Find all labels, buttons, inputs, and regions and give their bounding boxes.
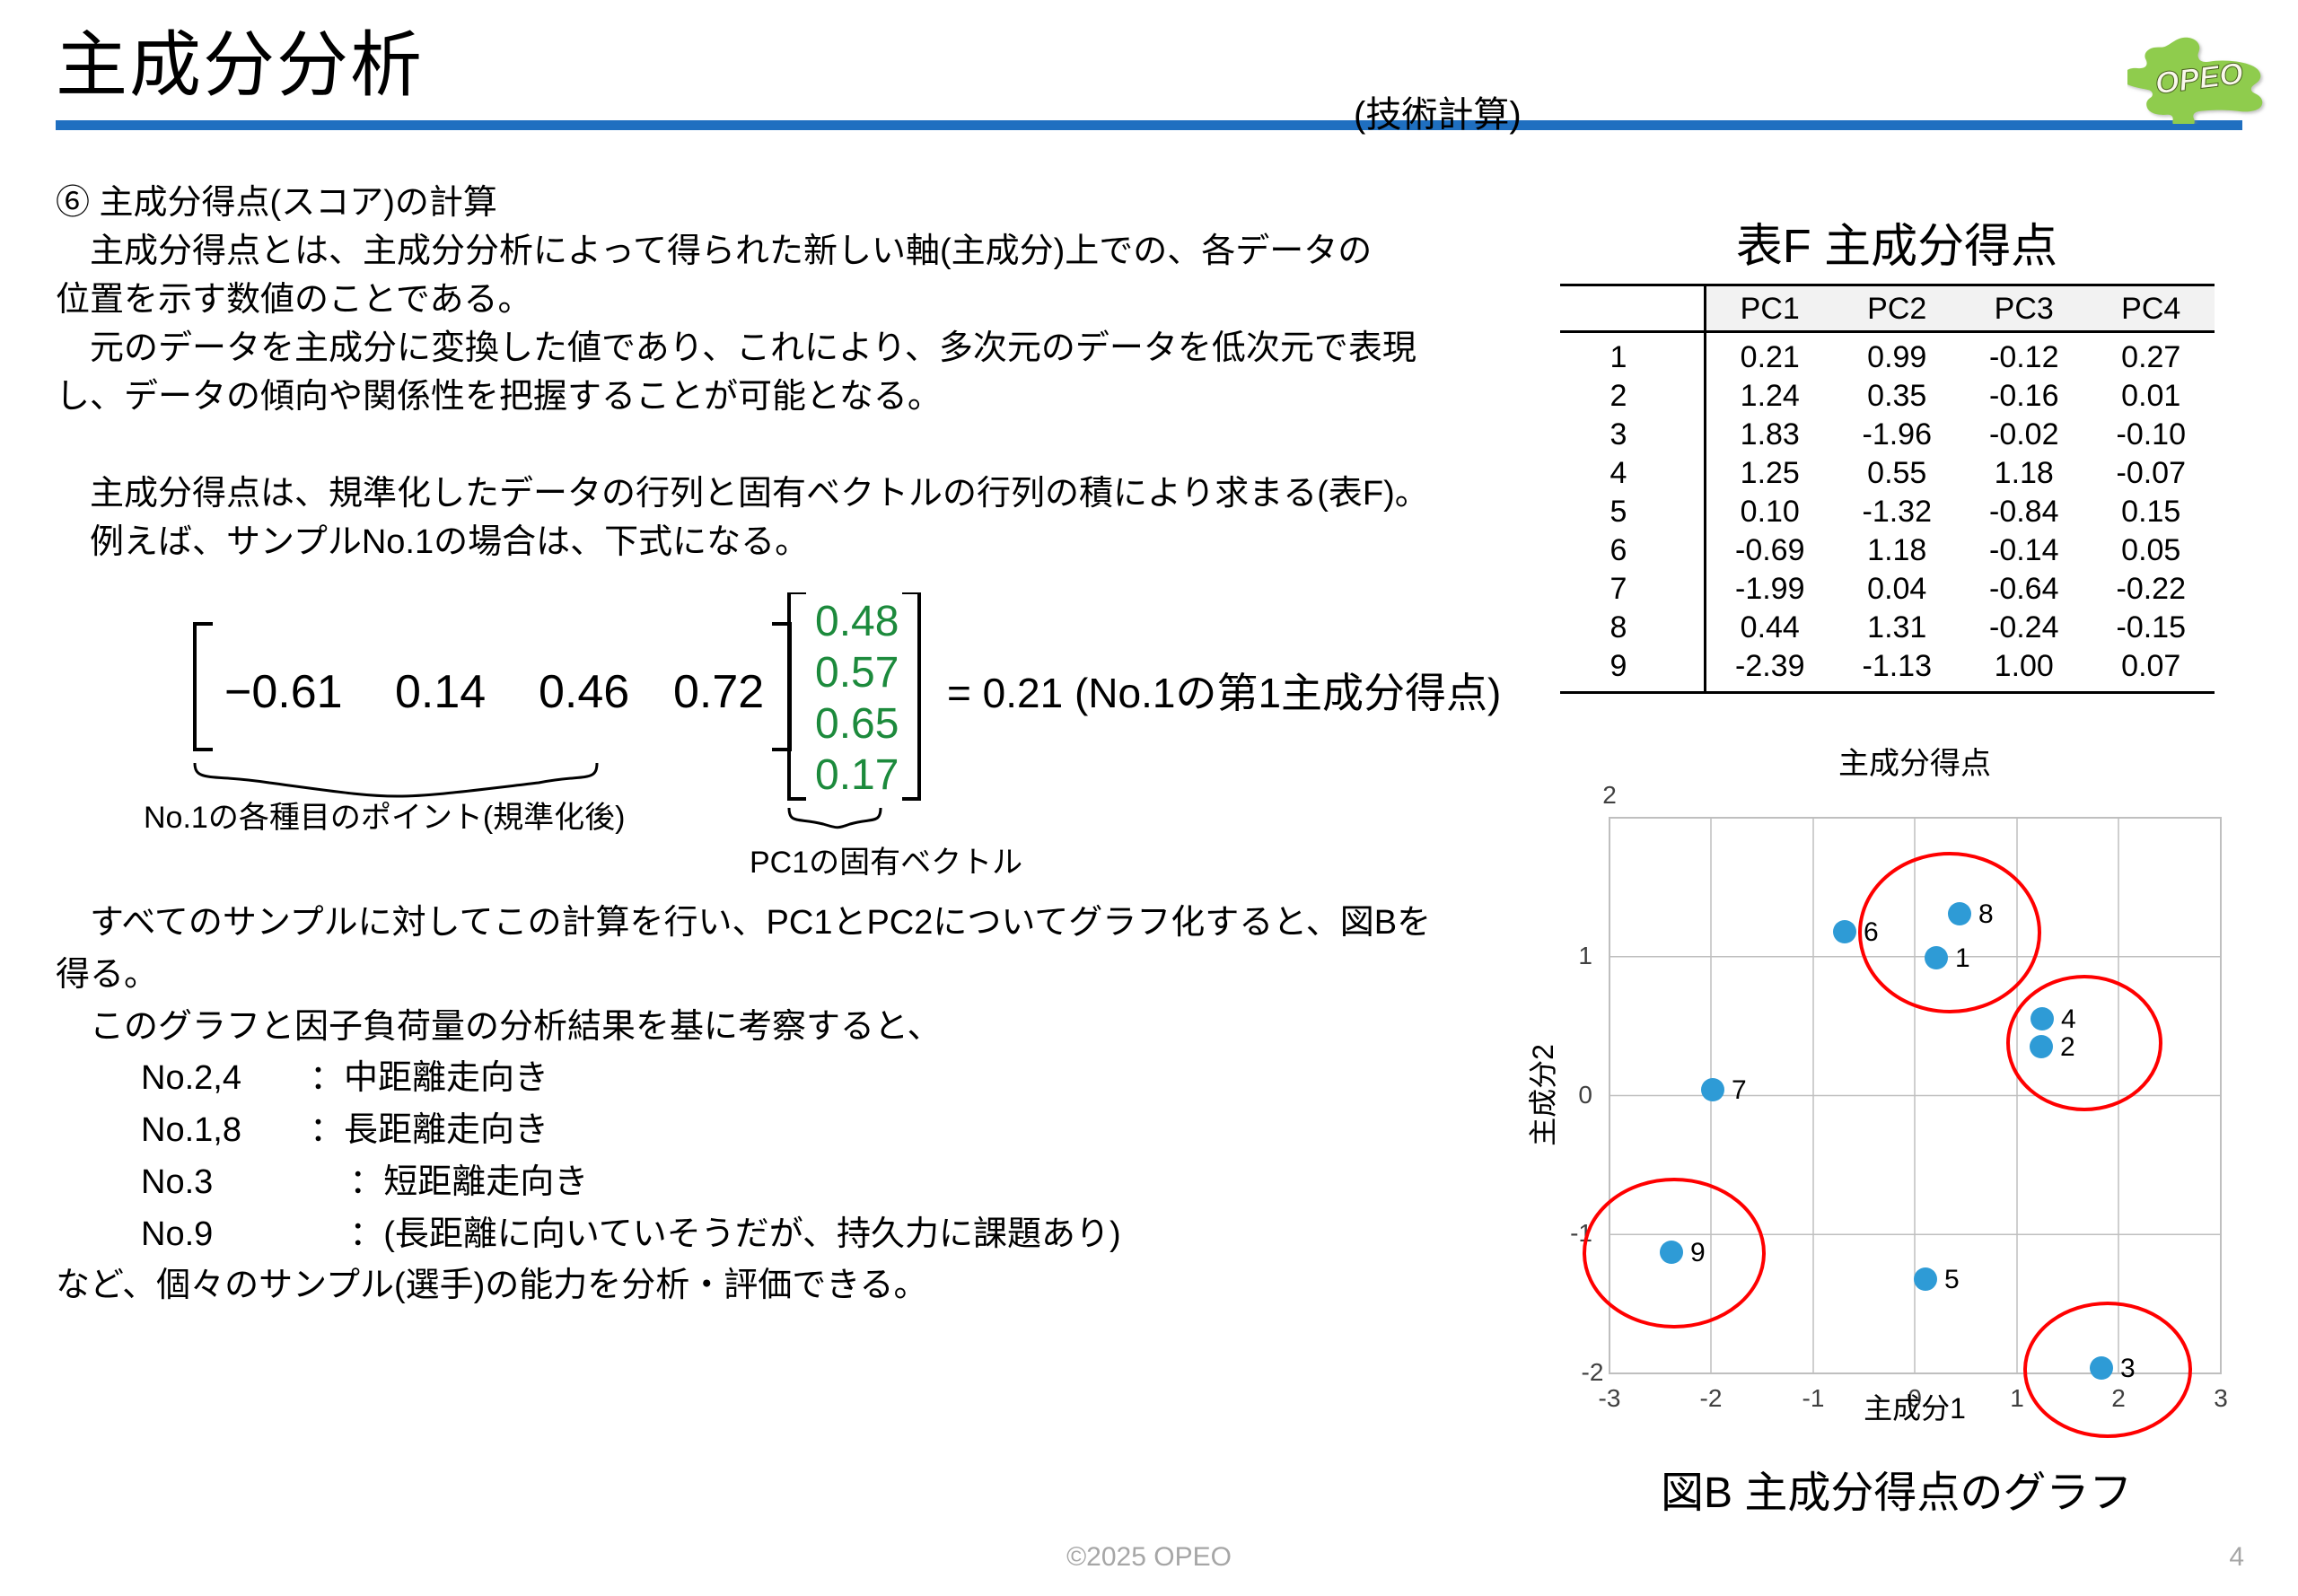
svg-text:0: 0 [1578,1081,1592,1109]
svg-text:3: 3 [2120,1354,2136,1383]
svg-text:0.14: 0.14 [395,666,486,718]
svg-text:No.1の各種目のポイント(規準化後): No.1の各種目のポイント(規準化後) [144,801,625,835]
svg-text:0.57: 0.57 [815,649,899,697]
svg-text:2: 2 [2060,1032,2075,1062]
svg-text:3: 3 [2214,1384,2228,1412]
svg-text:6: 6 [1864,917,1879,947]
svg-text:0.17: 0.17 [815,751,899,799]
svg-text:主成分得点: 主成分得点 [1838,747,1991,781]
svg-text:-1: -1 [1802,1384,1825,1412]
svg-text:1: 1 [2010,1384,2024,1412]
svg-text:-2: -2 [1700,1384,1723,1412]
svg-text:1: 1 [1578,942,1592,969]
svg-text:0.46: 0.46 [539,666,629,718]
svg-text:-3: -3 [1599,1384,1621,1412]
svg-text:8: 8 [1978,899,1994,929]
svg-text:9: 9 [1690,1238,1706,1267]
svg-text:−0.61: −0.61 [224,666,343,718]
svg-text:4: 4 [2061,1004,2076,1034]
svg-text:= 0.21 (No.1の第1主成分得点): = 0.21 (No.1の第1主成分得点) [947,670,1501,716]
svg-text:0.65: 0.65 [815,700,899,748]
svg-text:主成分2: 主成分2 [1527,1044,1559,1146]
svg-text:5: 5 [1944,1265,1960,1294]
svg-text:7: 7 [1732,1075,1747,1105]
svg-text:主成分1: 主成分1 [1864,1392,1966,1425]
svg-text:0.72: 0.72 [673,666,764,718]
svg-text:2: 2 [2111,1384,2126,1412]
svg-text:PC1の固有ベクトル: PC1の固有ベクトル [750,846,1022,880]
svg-text:1: 1 [1955,943,1970,973]
svg-text:0.48: 0.48 [815,598,899,645]
svg-text:-2: -2 [1582,1358,1604,1386]
svg-text:2: 2 [1602,781,1617,809]
